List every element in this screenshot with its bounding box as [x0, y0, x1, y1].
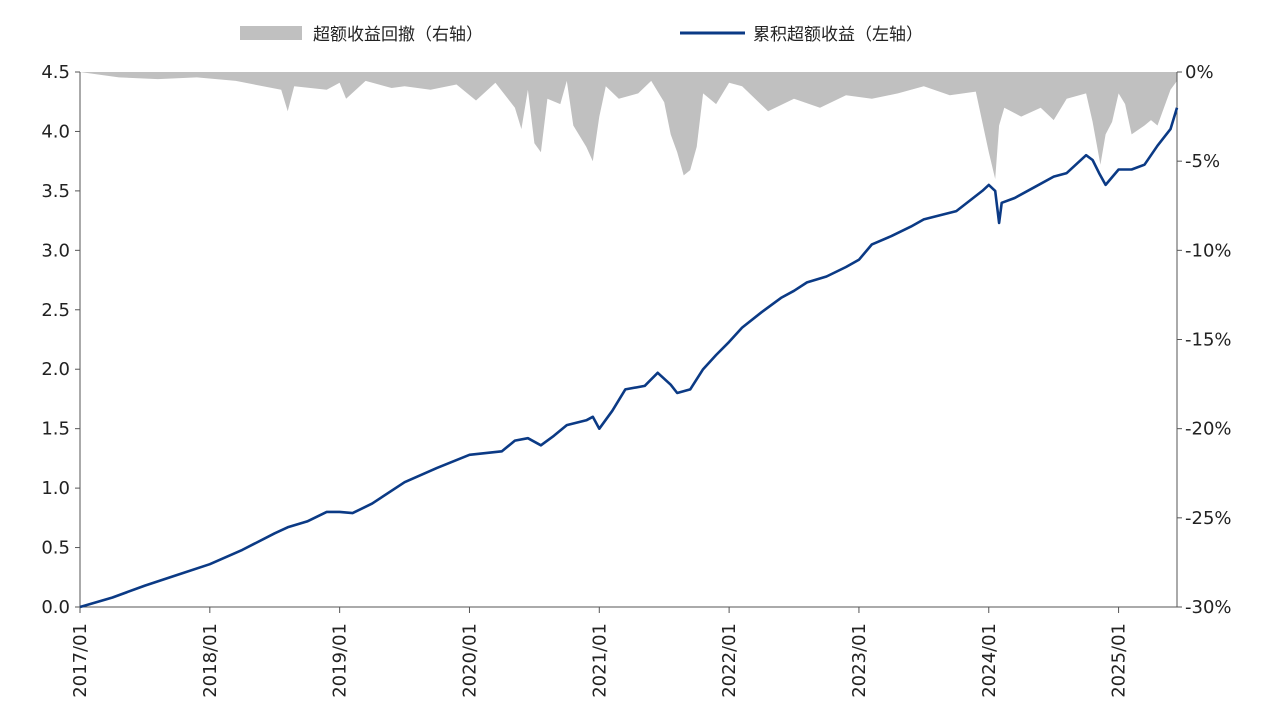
right-y-tick-label: -5%: [1185, 151, 1220, 172]
drawdown-area-layer: [80, 72, 1177, 179]
left-y-tick-label: 0.0: [41, 597, 70, 618]
left-y-tick-label: 2.0: [41, 359, 70, 380]
x-tick-label: 2019/01: [330, 623, 351, 698]
left-y-tick-label: 2.5: [41, 300, 70, 321]
left-y-tick-label: 4.0: [41, 121, 70, 142]
x-tick-label: 2025/01: [1109, 623, 1130, 698]
x-tick-label: 2022/01: [719, 623, 740, 698]
left-y-tick-label: 3.5: [41, 181, 70, 202]
x-tick-label: 2017/01: [70, 623, 91, 698]
x-tick-label: 2020/01: [459, 623, 480, 698]
x-tick-label: 2018/01: [200, 623, 221, 698]
legend-label-cumulative: 累积超额收益（左轴）: [753, 25, 923, 45]
right-y-tick-label: -20%: [1185, 419, 1232, 440]
right-y-tick-label: -10%: [1185, 240, 1232, 261]
right-y-tick-label: -30%: [1185, 597, 1232, 618]
left-y-tick-label: 1.5: [41, 419, 70, 440]
right-y-tick-label: -25%: [1185, 508, 1232, 529]
legend: 超额收益回撤（右轴） 累积超额收益（左轴）: [240, 25, 923, 45]
legend-label-drawdown: 超额收益回撤（右轴）: [313, 25, 483, 45]
left-y-tick-label: 4.5: [41, 62, 70, 83]
cumulative-excess-line: [79, 107, 1179, 609]
right-y-tick-label: -15%: [1185, 330, 1232, 351]
x-tick-label: 2023/01: [849, 623, 870, 698]
left-y-tick-label: 1.0: [41, 478, 70, 499]
axes: [75, 71, 1182, 613]
x-tick-label: 2021/01: [589, 623, 610, 698]
tick-labels: 0.0 0.5 1.0 1.5 2.0 2.5 3.0 3.5 4.0 4.5 0% -5% -10% -…: [41, 62, 1231, 698]
cumulative-line-layer: [79, 107, 1179, 609]
right-y-tick-label: 0%: [1185, 62, 1214, 83]
left-y-tick-label: 0.5: [41, 538, 70, 559]
drawdown-area: [80, 72, 1177, 179]
left-y-tick-label: 3.0: [41, 240, 70, 261]
x-tick-label: 2024/01: [979, 623, 1000, 698]
legend-swatch-drawdown: [240, 26, 302, 40]
